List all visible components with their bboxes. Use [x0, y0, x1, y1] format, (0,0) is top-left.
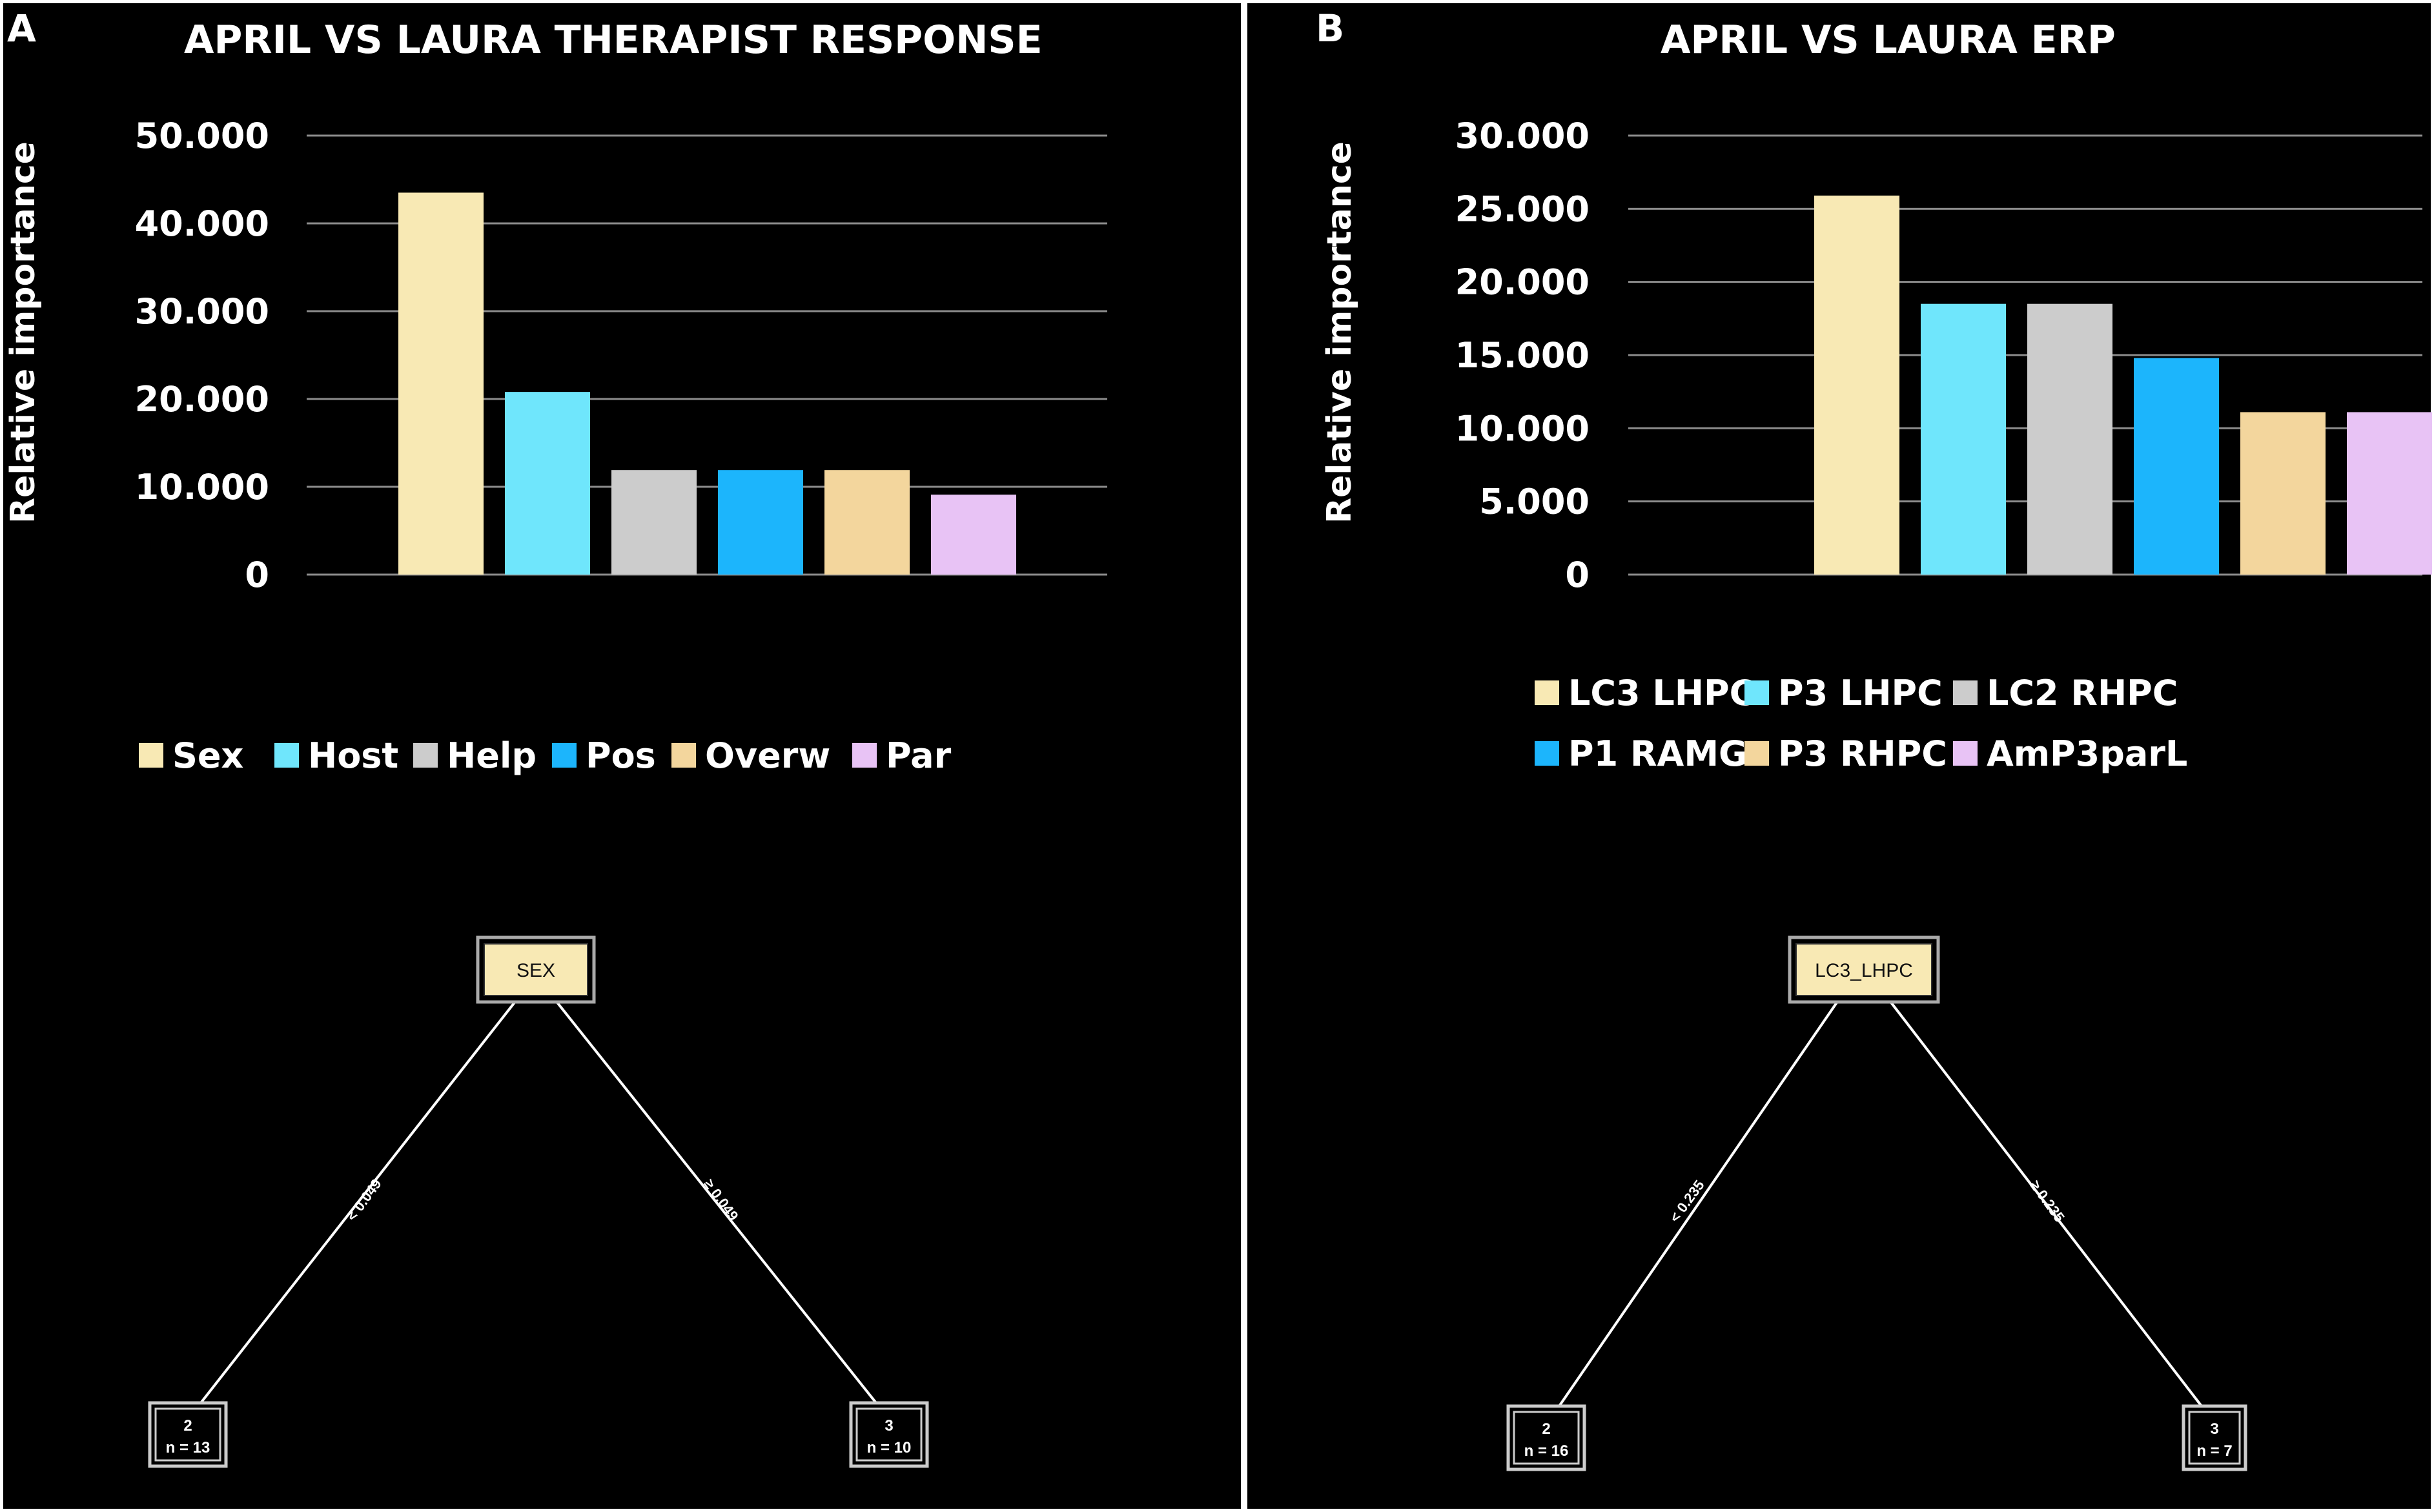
legend-label: LC2 RHPC	[1987, 673, 2178, 713]
tree-root-label: LC3_LHPC	[1815, 960, 1913, 981]
legend-label: Sex	[172, 735, 244, 776]
y-axis-label: Relative importance	[4, 141, 43, 524]
bar-p3-lhpc	[1921, 303, 2006, 575]
bar-overw	[824, 470, 910, 575]
tree-leaf-left-outer	[148, 1401, 228, 1468]
y-tick-label: 30.000	[135, 291, 269, 332]
panel-letter-a: A	[7, 6, 36, 50]
bar-chart-b: 0 5.000 10.000 15.000 20.000 25.000 30.000 Rela…	[1320, 116, 2432, 1471]
tree-leaf-right-id: 3	[2210, 1420, 2218, 1438]
chart-title-a: APRIL VS LAURA THERAPIST RESPONSE	[184, 17, 1043, 63]
tree-leaf-right-inner	[855, 1407, 923, 1462]
tree-leaf-left-inner	[1513, 1411, 1580, 1465]
bar-help	[611, 470, 697, 575]
y-tick-label: 10.000	[1455, 408, 1590, 449]
legend-label: Overw	[705, 735, 830, 776]
tree-leaf-left-id: 2	[183, 1417, 192, 1435]
bar-host	[505, 392, 590, 575]
tree-leaf-right-outer	[2182, 1404, 2247, 1471]
y-tick-label: 20.000	[1455, 262, 1590, 303]
tree-leaf-left-n: n = 13	[166, 1439, 210, 1456]
y-tick-label: 50.000	[135, 116, 269, 156]
legend-label: Par	[886, 735, 952, 776]
y-tick-label: 5.000	[1479, 482, 1590, 522]
legend-label: P3 RHPC	[1778, 733, 1947, 774]
bar-chart-a: 0 10.000 20.000 30.000 40.000 50.000 Relative …	[4, 116, 1107, 1468]
legend-swatch	[139, 743, 163, 768]
tree-leaf-right-n: n = 7	[2196, 1442, 2232, 1460]
tree-leaf-right-n: n = 10	[867, 1439, 912, 1456]
tree-root-node	[484, 943, 588, 996]
tree-root-label: SEX	[516, 960, 555, 981]
y-tick-label: 25.000	[1455, 189, 1590, 229]
tree-root-node	[1795, 943, 1932, 996]
panel-letter-b: B	[1316, 6, 1345, 50]
tree-leaf-right-inner	[2188, 1411, 2241, 1465]
y-axis-label: Relative importance	[1320, 141, 1359, 524]
y-tick-label: 0	[245, 555, 269, 595]
legend-swatch	[1953, 680, 1978, 705]
panel-a: A APRIL VS LAURA THERAPIST RESPONSE 0 10.…	[3, 3, 1241, 1509]
tree-split-right-label: ≥ 0.049	[701, 1176, 741, 1224]
legend-label: Pos	[586, 735, 656, 776]
y-tick-label: 0	[1565, 555, 1590, 595]
tree-leaf-left-id: 2	[1542, 1420, 1550, 1438]
legend-label: Host	[308, 735, 398, 776]
legend-label: Help	[447, 735, 537, 776]
bar-par	[931, 495, 1016, 575]
tree-leaf-left-inner	[154, 1407, 221, 1462]
y-tick-label: 20.000	[135, 379, 269, 420]
tree-edge-left	[1558, 1001, 1839, 1407]
y-tick-label: 40.000	[135, 203, 269, 244]
tree-leaf-left-outer	[1506, 1404, 1586, 1471]
y-tick-label: 30.000	[1455, 116, 1590, 156]
legend-label: LC3 LHPC	[1568, 673, 1755, 713]
tree-edge-left	[199, 1001, 516, 1404]
chart-title-b: APRIL VS LAURA ERP	[1661, 17, 2116, 63]
legend-swatch	[1744, 741, 1769, 766]
legend-swatch	[671, 743, 696, 768]
bar-p1-ramg	[2134, 358, 2219, 575]
legend-swatch	[1535, 680, 1559, 705]
bar-lc2-rhpc	[2027, 303, 2112, 575]
tree-leaf-right-outer	[849, 1401, 929, 1468]
legend-swatch	[552, 743, 577, 768]
legend-swatch	[1535, 741, 1559, 766]
legend-swatch	[274, 743, 299, 768]
tree-split-left-label: < 0.049	[343, 1176, 385, 1224]
tree-edge-right	[555, 1001, 877, 1404]
bar-amp3parl	[2347, 412, 2432, 575]
bar-pos	[718, 470, 803, 575]
legend-swatch	[413, 743, 438, 768]
tree-leaf-right-id: 3	[885, 1417, 893, 1435]
bar-lc3-lhpc	[1814, 195, 1899, 575]
legend-swatch	[852, 743, 877, 768]
tree-root-outer	[1788, 935, 1940, 1004]
y-tick-label: 10.000	[135, 467, 269, 507]
bar-p3-rhpc	[2240, 412, 2326, 575]
tree-leaf-left-n: n = 16	[1524, 1442, 1569, 1460]
legend-label: P1 RAMG	[1568, 733, 1747, 774]
legend-swatch	[1744, 680, 1769, 705]
bar-sex	[398, 192, 484, 575]
tree-edge-right	[1889, 1001, 2203, 1407]
legend-label: P3 LHPC	[1778, 673, 1943, 713]
panel-b: B APRIL VS LAURA ERP 0 5.000 10.000 15.000 2…	[1247, 3, 2432, 1509]
tree-root-outer	[476, 935, 596, 1004]
y-tick-label: 15.000	[1455, 335, 1590, 376]
legend-label: AmP3parL	[1987, 733, 2187, 774]
tree-split-right-label: ≥ 0.235	[2027, 1178, 2067, 1225]
legend-swatch	[1953, 741, 1978, 766]
